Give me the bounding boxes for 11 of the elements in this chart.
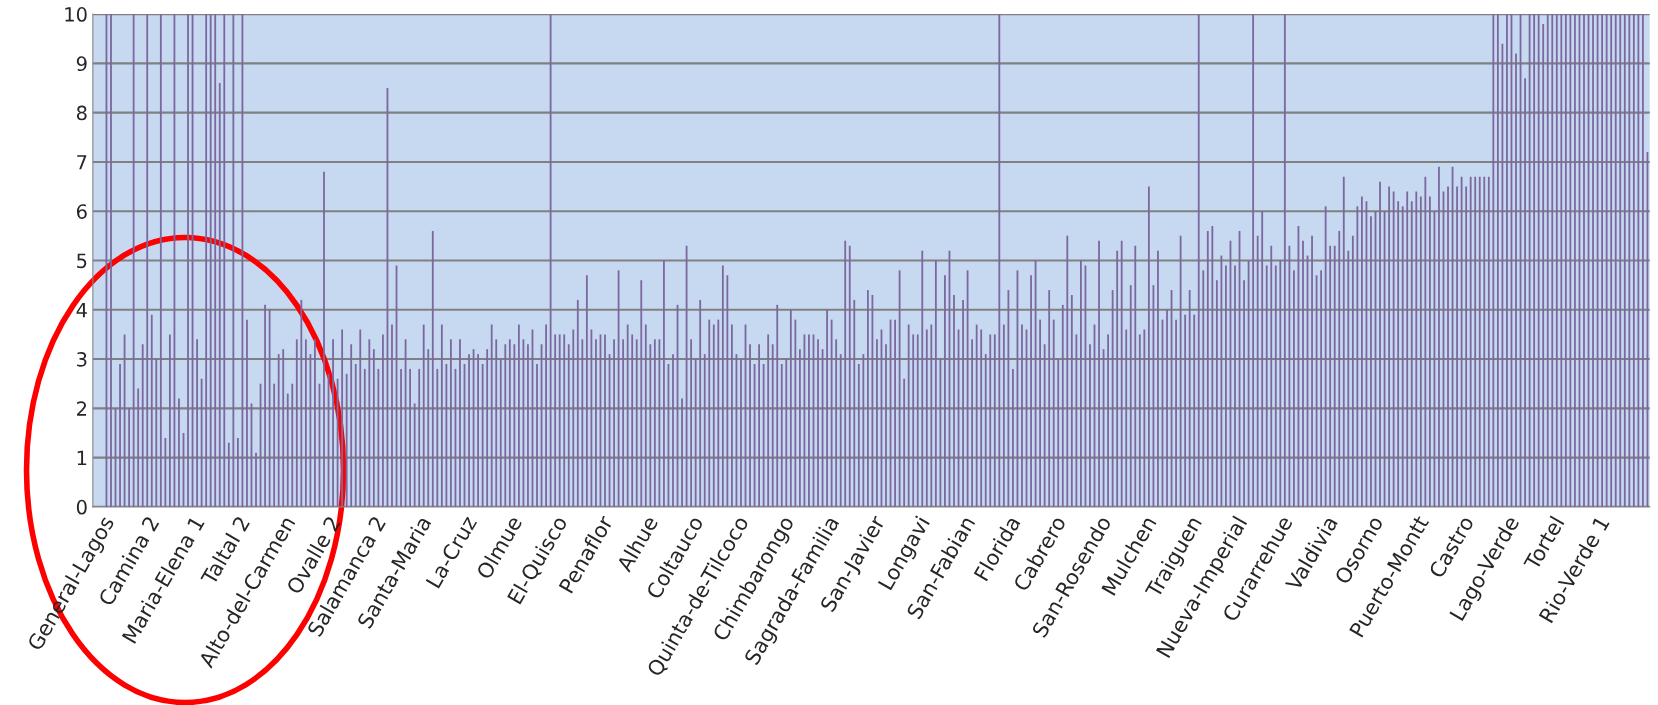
y-tick-label: 2	[77, 401, 87, 416]
y-tick-label: 9	[76, 56, 87, 72]
y-tick-label: 3	[77, 352, 87, 367]
y-tick-label: 8	[76, 105, 87, 121]
y-tick-label: 10	[65, 7, 87, 22]
y-tick-label: 5	[77, 253, 87, 269]
y-tick-label: 4	[76, 302, 87, 318]
y-tick-label: 6	[76, 204, 87, 219]
y-tick-label: 7	[77, 155, 87, 170]
y-tick-label: 1	[77, 450, 87, 465]
y-tick-label: 0	[76, 499, 87, 515]
